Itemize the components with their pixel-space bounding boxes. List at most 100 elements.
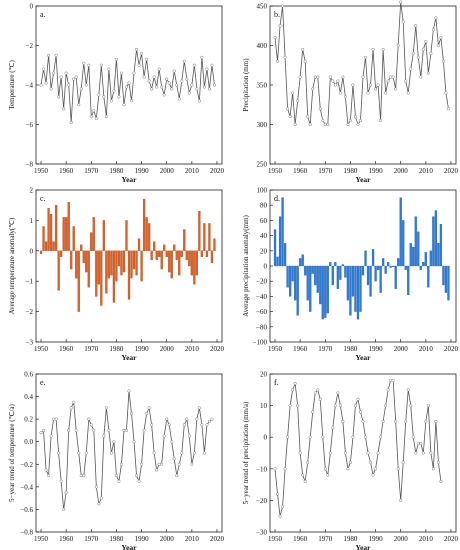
data-point	[366, 451, 370, 455]
data-point	[399, 0, 403, 4]
data-point	[182, 59, 186, 63]
panel-label: c.	[40, 194, 46, 203]
data-point	[129, 411, 134, 416]
data-point	[308, 435, 312, 439]
y-tick-label: −3	[26, 339, 34, 347]
bar	[198, 211, 201, 251]
bar	[173, 244, 176, 251]
data-point	[155, 468, 159, 472]
bar	[346, 265, 350, 301]
bar	[80, 244, 83, 251]
bar	[155, 250, 158, 261]
y-tick-label: 0.0	[24, 438, 33, 446]
bar	[213, 238, 216, 251]
bar	[75, 250, 78, 279]
data-point	[426, 404, 430, 408]
data-point	[82, 474, 86, 478]
bar	[273, 229, 277, 267]
data-point	[439, 479, 443, 483]
data-point	[431, 467, 435, 471]
data-point	[441, 59, 445, 63]
x-tick-label: 1980	[109, 167, 124, 175]
bar	[444, 265, 448, 293]
data-point	[74, 428, 78, 432]
x-tick-label: 1970	[318, 167, 333, 175]
bar	[44, 241, 48, 251]
data-point	[341, 75, 345, 79]
y-tick-label: 20	[260, 247, 268, 255]
data-point	[361, 419, 365, 423]
bar	[57, 250, 60, 291]
plot-frame	[269, 373, 457, 533]
bar	[336, 265, 339, 289]
data-point	[306, 115, 310, 119]
y-axis-label: Precipitation (mm)	[242, 58, 250, 112]
data-point	[446, 107, 451, 111]
y-tick-label: 10	[260, 402, 268, 410]
data-point	[444, 91, 448, 95]
data-point	[177, 97, 181, 101]
x-tick-label: 1950	[34, 167, 49, 175]
bar	[309, 265, 312, 312]
x-tick-label: 2020	[210, 345, 225, 353]
data-point	[291, 91, 295, 95]
bar	[85, 250, 88, 273]
data-point	[175, 474, 179, 478]
data-point	[429, 51, 433, 55]
x-tick-label: 2000	[160, 535, 175, 543]
data-point	[308, 122, 312, 127]
y-tick-label: 300	[257, 121, 268, 129]
bar	[153, 241, 156, 251]
data-point	[49, 87, 53, 91]
x-tick-label: 1990	[369, 167, 384, 175]
data-point	[132, 440, 136, 444]
bar	[439, 224, 443, 267]
data-point	[160, 462, 164, 466]
y-tick-label: −6	[26, 121, 34, 129]
bar	[341, 264, 345, 267]
bar	[334, 262, 337, 267]
data-point	[363, 435, 368, 439]
bar	[281, 197, 284, 267]
data-point	[197, 406, 201, 410]
bar	[374, 265, 377, 282]
bar	[422, 262, 425, 267]
data-point	[104, 406, 108, 410]
data-point	[147, 406, 151, 410]
x-tick-label: 1970	[318, 345, 333, 353]
data-point	[409, 67, 413, 71]
data-point	[67, 83, 71, 87]
bar	[200, 250, 204, 258]
data-point	[273, 467, 277, 471]
bar	[329, 262, 332, 267]
x-tick-label: 2010	[419, 167, 434, 175]
bar	[434, 210, 438, 267]
x-tick-label: 2000	[394, 535, 409, 543]
data-point	[386, 388, 390, 392]
data-point	[77, 451, 81, 455]
bar	[339, 265, 342, 280]
bar	[145, 217, 148, 251]
data-point	[384, 91, 388, 95]
data-point	[429, 451, 433, 455]
bar	[125, 220, 128, 251]
bar	[52, 241, 55, 251]
bar	[319, 265, 322, 305]
bar	[369, 265, 372, 297]
data-point	[162, 434, 166, 438]
y-tick-label: 80	[260, 202, 268, 210]
data-point	[363, 55, 368, 59]
data-point	[323, 122, 327, 127]
data-point	[207, 419, 211, 423]
bar	[107, 250, 111, 279]
bar	[97, 250, 100, 285]
data-point	[172, 457, 176, 461]
bar	[299, 258, 302, 267]
x-axis-label: Year	[356, 175, 372, 184]
data-point	[333, 404, 337, 408]
data-point	[64, 71, 68, 75]
bar	[180, 250, 183, 258]
data-point	[160, 85, 164, 89]
y-tick-label: 450	[257, 3, 268, 11]
data-point	[321, 435, 325, 439]
